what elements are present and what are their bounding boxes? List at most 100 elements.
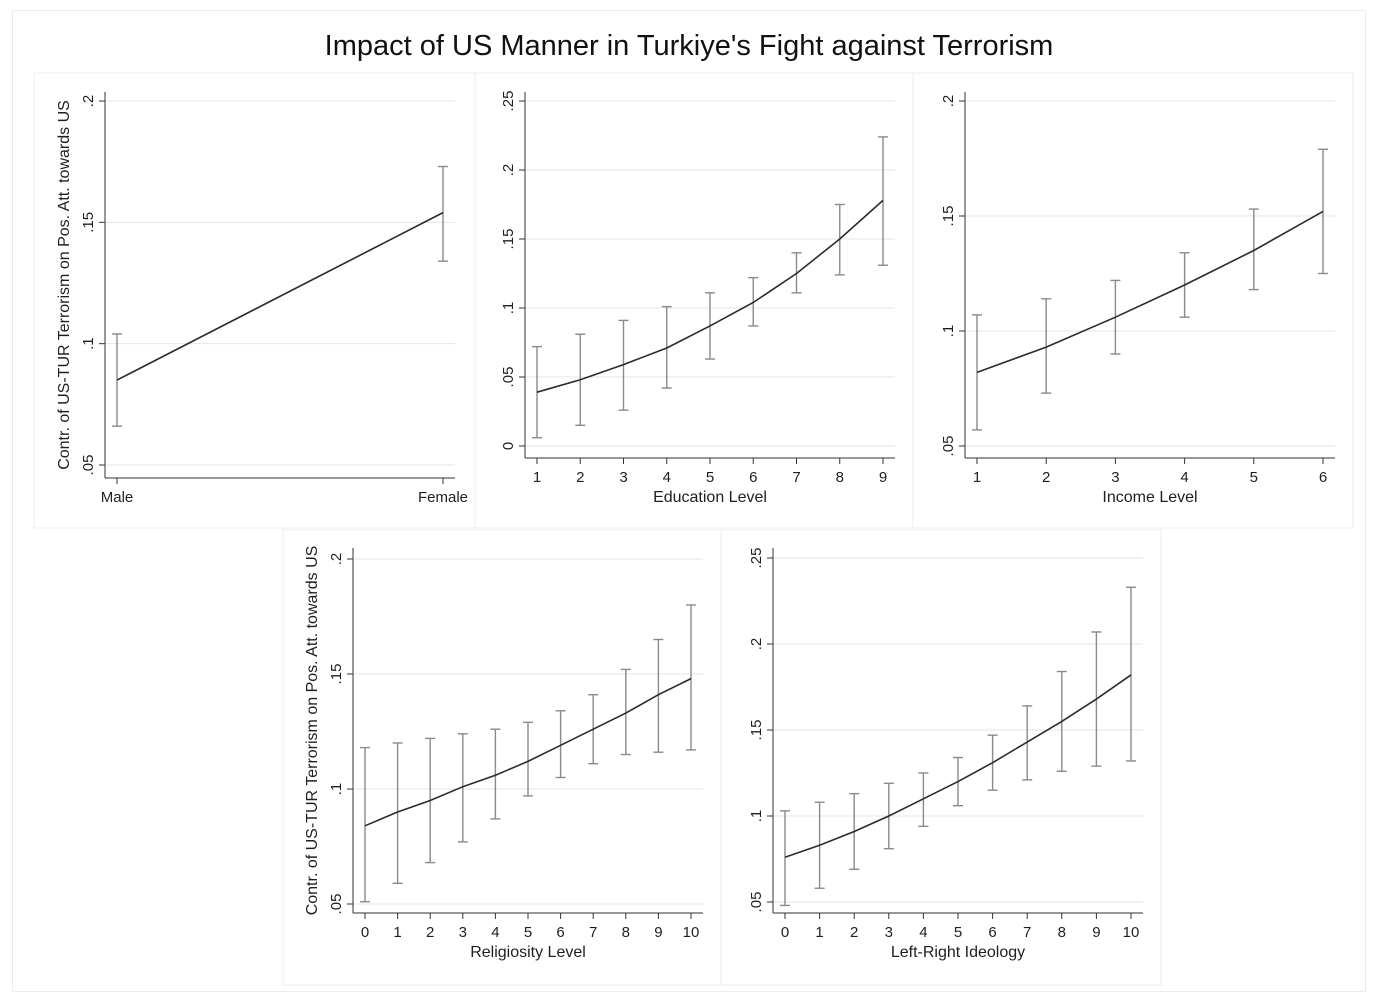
y-tick-label: .2 — [80, 95, 97, 108]
error-bar — [620, 668, 631, 756]
x-tick-label: 10 — [1123, 924, 1140, 941]
x-tick-label: 1 — [815, 924, 823, 941]
y-tick-label: .15 — [748, 720, 765, 741]
x-tick-label: 7 — [589, 924, 597, 941]
error-bar — [523, 721, 533, 797]
x-tick-label: 8 — [622, 924, 630, 941]
x-tick-label: Female — [418, 489, 468, 506]
figure-title: Impact of US Manner in Turkiye's Fight a… — [324, 30, 1054, 62]
error-bar — [653, 638, 664, 753]
chart-panel-5: .05 .1 .15 .2 .25 0 1 2 3 4 5 6 7 8 9 10 Left-Right Ideo… — [720, 529, 1162, 986]
y-tick-label: .1 — [748, 810, 765, 823]
y-tick-label: .15 — [500, 229, 517, 250]
panel-frame — [282, 529, 722, 986]
estimate-line — [976, 210, 1324, 374]
y-tick-label: .1 — [500, 302, 517, 315]
x-tick-label: 9 — [1092, 924, 1100, 941]
x-tick-label: 3 — [885, 924, 893, 941]
x-tick-label: 1 — [533, 469, 541, 486]
x-tick-label: 5 — [1250, 469, 1258, 486]
y-tick-label: .05 — [748, 892, 765, 913]
y-tick-label: .2 — [748, 638, 765, 651]
x-tick-label: 6 — [988, 924, 996, 941]
y-tick-label: .15 — [80, 212, 97, 233]
x-tick-label: 2 — [576, 469, 584, 486]
error-bar — [392, 742, 403, 884]
x-tick-label: 2 — [850, 924, 858, 941]
error-bar — [780, 810, 790, 907]
x-tick-label: 5 — [524, 924, 532, 941]
x-tick-label: 1 — [973, 469, 981, 486]
x-tick-label: 4 — [663, 469, 671, 486]
x-tick-label: 7 — [792, 469, 800, 486]
y-tick-label: .2 — [328, 553, 345, 566]
figure-border — [12, 10, 1366, 992]
error-bar — [686, 604, 696, 751]
x-tick-label: Male — [101, 489, 134, 506]
x-tick-label: 7 — [1023, 924, 1031, 941]
x-tick-label: 8 — [836, 469, 844, 486]
error-bar — [1126, 586, 1136, 762]
x-tick-label: 3 — [1111, 469, 1119, 486]
x-tick-label: 6 — [1319, 469, 1327, 486]
y-tick-label: .05 — [328, 894, 345, 915]
error-bar — [1041, 298, 1052, 394]
y-tick-label: .1 — [328, 783, 345, 796]
panel-frame — [912, 72, 1354, 529]
y-tick-label: .1 — [80, 337, 97, 350]
x-tick-label: 9 — [879, 469, 887, 486]
x-tick-label: 10 — [683, 924, 700, 941]
y-tick-label: .05 — [940, 436, 957, 457]
x-tick-label: 8 — [1058, 924, 1066, 941]
chart-panel-1: .05 .1 .15 .2 Male Female Contr. of US-TUR Ter… — [33, 72, 476, 529]
x-axis-label: Left-Right Ideology — [891, 944, 1025, 961]
x-tick-label: 2 — [1042, 469, 1050, 486]
x-axis-label: Income Level — [1102, 489, 1197, 506]
x-tick-label: 0 — [361, 924, 369, 941]
estimate-line — [364, 677, 692, 827]
chart-panel-4: .05 .1 .15 .2 0 1 2 3 4 5 6 7 8 9 10 Religiosity Level C… — [282, 529, 722, 986]
error-bar — [1248, 208, 1259, 291]
x-tick-label: 9 — [654, 924, 662, 941]
panel-frame — [33, 72, 476, 529]
y-tick-label: 0 — [500, 442, 517, 450]
x-tick-label: 5 — [954, 924, 962, 941]
panel-frame — [474, 72, 914, 529]
y-tick-label: .1 — [940, 325, 957, 338]
error-bar — [457, 733, 468, 843]
x-tick-label: 0 — [781, 924, 789, 941]
x-tick-label: 4 — [491, 924, 499, 941]
estimate-line — [116, 211, 444, 381]
error-bar — [438, 165, 448, 262]
x-tick-label: 1 — [393, 924, 401, 941]
x-tick-label: 4 — [1180, 469, 1188, 486]
y-axis-label: Contr. of US-TUR Terrorism on Pos. Att. … — [56, 100, 73, 470]
y-tick-label: .25 — [748, 548, 765, 569]
y-tick-label: .05 — [80, 455, 97, 476]
x-tick-label: 5 — [706, 469, 714, 486]
y-tick-label: .2 — [940, 95, 957, 108]
panel-frame — [720, 529, 1162, 986]
estimate-line — [784, 674, 1132, 859]
error-bar — [360, 746, 370, 903]
y-tick-label: .15 — [940, 206, 957, 227]
x-tick-label: 6 — [556, 924, 564, 941]
x-tick-label: 2 — [426, 924, 434, 941]
x-tick-label: 3 — [619, 469, 627, 486]
y-tick-label: .05 — [500, 367, 517, 388]
chart-panel-3: .05 .1 .15 .2 1 2 3 4 5 6 Income Level — [912, 72, 1354, 529]
y-tick-label: .15 — [328, 664, 345, 685]
y-tick-label: .25 — [500, 91, 517, 112]
estimate-line — [536, 199, 884, 393]
y-axis-label: Contr. of US-TUR Terrorism on Pos. Att. … — [304, 546, 321, 916]
x-axis-label: Education Level — [653, 489, 767, 506]
x-tick-label: 4 — [919, 924, 927, 941]
chart-panel-2: 0 .05 .1 .15 .2 .25 1 2 3 4 5 6 7 8 9 Education Level — [474, 72, 914, 529]
x-tick-label: 3 — [459, 924, 467, 941]
error-bar — [555, 710, 566, 779]
x-tick-label: 6 — [749, 469, 757, 486]
x-axis-label: Religiosity Level — [470, 944, 586, 961]
y-tick-label: .2 — [500, 164, 517, 177]
error-bar — [490, 728, 501, 820]
